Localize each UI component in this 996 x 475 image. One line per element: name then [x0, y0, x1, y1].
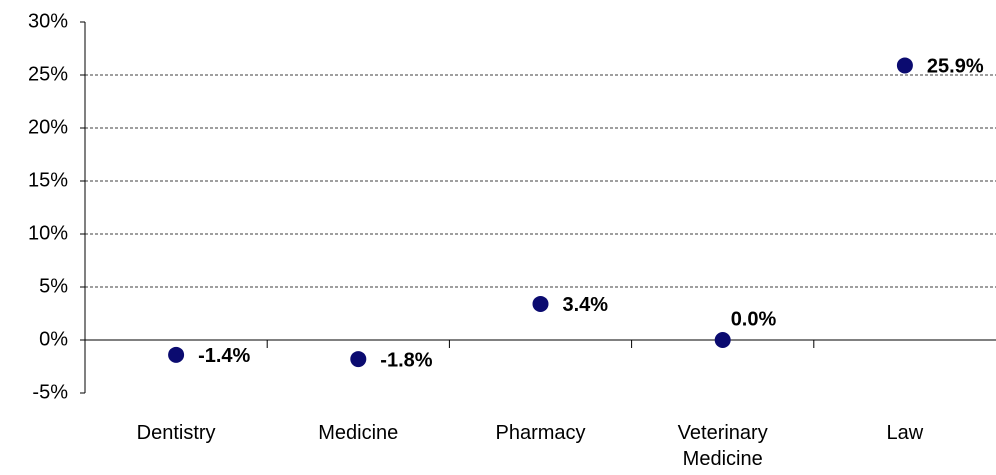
dot [896, 57, 913, 74]
data-label: -1.8% [380, 349, 432, 371]
y-tick-label: 25% [28, 63, 68, 85]
dot [532, 295, 549, 312]
dot [168, 346, 185, 363]
y-tick-label: 15% [28, 169, 68, 191]
y-tick-label: 10% [28, 222, 68, 244]
dot [714, 332, 731, 348]
y-tick-label: 5% [39, 275, 68, 297]
y-tick-label: 0% [39, 328, 68, 350]
y-tick-label: 20% [28, 116, 68, 138]
data-label: 25.9% [927, 56, 984, 78]
x-tick-label: Veterinary Medicine [677, 422, 768, 470]
x-tick-label: Dentistry [136, 422, 216, 444]
dot [350, 351, 367, 368]
x-tick-label: Pharmacy [495, 422, 586, 444]
data-label: 3.4% [563, 294, 609, 316]
data-label: -1.4% [198, 345, 250, 367]
y-tick-label: 30% [28, 10, 68, 32]
data-label: 0.0% [731, 308, 777, 330]
y-tick-label: -5% [32, 381, 68, 403]
x-tick-label: Law [886, 422, 924, 444]
x-tick-label: Medicine [318, 422, 399, 444]
